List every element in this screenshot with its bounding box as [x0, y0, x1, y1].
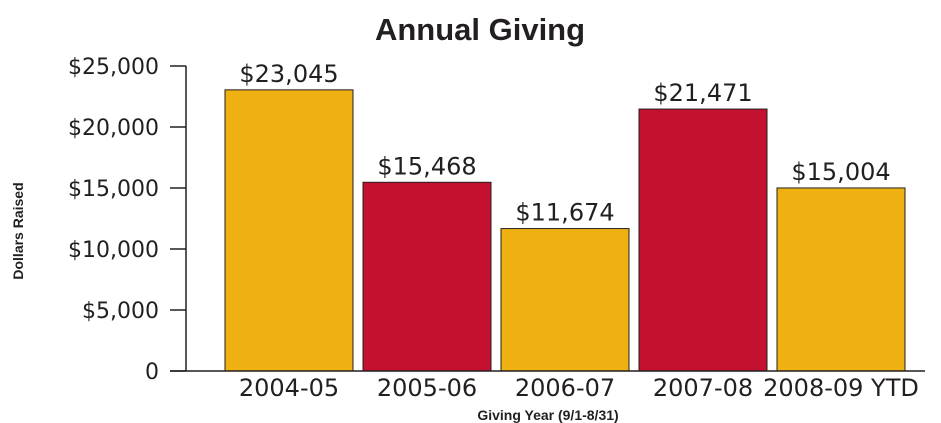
- bar-2005-06: [362, 181, 492, 372]
- data-label: $11,674: [515, 199, 614, 227]
- y-tick-label: $5,000: [82, 299, 159, 324]
- y-tick-label: $10,000: [68, 238, 159, 263]
- data-label: $15,468: [377, 152, 476, 180]
- data-label: $15,004: [791, 158, 890, 186]
- category-label: 2006-07: [515, 374, 615, 402]
- bar-2004-05: [224, 89, 354, 372]
- y-axis-label: Dollars Raised: [10, 182, 26, 279]
- bar-2008-09-ytd: [776, 187, 906, 372]
- data-label: $21,471: [653, 79, 752, 107]
- category-label: 2007-08: [653, 374, 753, 402]
- category-label: 2004-05: [239, 374, 339, 402]
- category-label: 2008-09 YTD: [763, 374, 919, 402]
- y-tick-label: $15,000: [68, 177, 159, 202]
- x-axis-label: Giving Year (9/1-8/31): [477, 407, 618, 423]
- category-label: 2005-06: [377, 374, 477, 402]
- y-tick-label: $25,000: [68, 55, 159, 80]
- bar-2007-08: [638, 108, 768, 372]
- bar-2006-07: [500, 228, 630, 372]
- chart-title: Annual Giving: [375, 12, 585, 47]
- data-label: $23,045: [239, 60, 338, 88]
- y-tick-label: 0: [145, 360, 159, 385]
- y-tick-label: $20,000: [68, 116, 159, 141]
